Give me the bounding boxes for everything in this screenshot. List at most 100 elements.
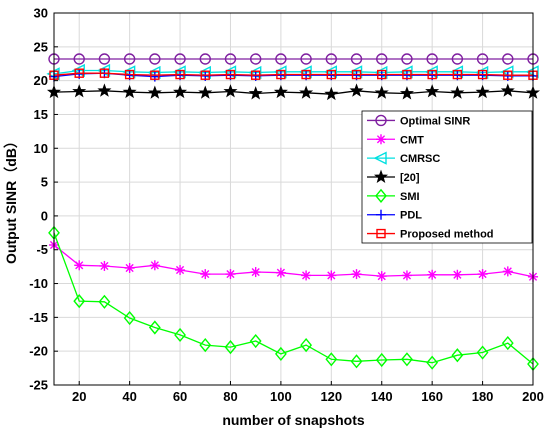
x-tick-label: 20 [72, 389, 86, 404]
data-point [427, 69, 437, 80]
data-point [476, 345, 489, 360]
data-point [124, 69, 135, 80]
data-point [452, 269, 463, 280]
data-point [200, 269, 211, 280]
data-point [249, 53, 262, 65]
legend-marker [376, 209, 386, 220]
data-point [401, 270, 412, 281]
data-point [425, 84, 440, 98]
data-point [149, 53, 161, 65]
data-point [377, 69, 387, 80]
data-point [374, 85, 389, 99]
data-point [376, 53, 388, 65]
data-point [375, 352, 388, 368]
series-line [53, 232, 534, 365]
x-tick-label: 200 [522, 389, 544, 404]
axis-ticks: 20 40 60 80 100 120 140 160 180 200-25-20-15-10-5… [29, 6, 544, 405]
data-point [451, 53, 464, 65]
series-1 [49, 239, 538, 282]
legend-marker [373, 151, 387, 165]
data-point [427, 269, 438, 280]
legend-marker [376, 228, 386, 239]
legend-label: Optimal SINR [400, 115, 470, 127]
data-point [223, 84, 238, 98]
x-tick-label: 140 [371, 389, 393, 404]
data-point [123, 53, 136, 65]
legend-label: CMRSC [400, 153, 440, 165]
legend-entry: PDL [367, 209, 422, 222]
x-tick-label: 60 [173, 389, 187, 404]
y-tick-label: -15 [29, 310, 48, 325]
data-point [501, 335, 514, 351]
x-tick-label: 40 [122, 389, 136, 404]
data-point [198, 85, 213, 99]
data-point [477, 269, 488, 280]
data-point [73, 294, 86, 309]
data-point [451, 348, 464, 363]
data-point [326, 69, 337, 80]
data-point [301, 270, 312, 281]
data-point [149, 260, 160, 271]
data-point [199, 53, 211, 65]
y-tick-label: -20 [29, 344, 48, 359]
legend: Optimal SINR CMT CMRSC [20] SMI PDL Proposed m… [361, 110, 533, 244]
series-0 [48, 53, 539, 65]
data-point [74, 260, 85, 271]
legend-label: SMI [400, 191, 420, 203]
legend-entry: SMI [367, 188, 420, 203]
data-point [275, 267, 286, 278]
legend-marker [373, 169, 389, 183]
legend-marker [375, 188, 387, 203]
data-point [476, 53, 489, 65]
data-point [99, 68, 110, 78]
y-tick-label: 15 [34, 107, 48, 122]
data-point [299, 85, 314, 99]
plot-frame [53, 12, 534, 386]
data-point [173, 84, 188, 99]
y-tick-label: -10 [29, 276, 48, 291]
series-3 [46, 83, 541, 101]
data-point [326, 270, 337, 281]
series-4 [48, 225, 539, 372]
data-point [502, 266, 513, 277]
y-tick-label: 0 [41, 208, 48, 223]
y-axis-label: Output SINR（dB） [3, 134, 19, 264]
y-tick-label: -5 [36, 242, 48, 257]
x-tick-label: 80 [223, 389, 237, 404]
data-point [276, 69, 286, 80]
data-point [324, 86, 339, 101]
data-point [174, 53, 186, 65]
legend-entry: Optimal SINR [367, 114, 470, 127]
data-point [97, 83, 112, 97]
y-tick-label: 30 [34, 6, 48, 21]
data-point [249, 333, 262, 349]
data-point [122, 84, 137, 99]
x-tick-label: 180 [472, 389, 494, 404]
data-point [475, 84, 490, 99]
legend-entry: [20] [367, 169, 420, 184]
data-point [123, 310, 136, 326]
data-point [200, 70, 210, 80]
data-point [351, 69, 362, 80]
data-point [224, 53, 237, 65]
data-point [98, 294, 111, 309]
data-point [325, 53, 338, 65]
data-point [273, 84, 288, 99]
data-point [401, 53, 413, 65]
data-point [325, 352, 338, 367]
data-point [250, 267, 261, 278]
data-point [477, 69, 488, 80]
y-tick-label: 25 [34, 39, 48, 54]
data-point [301, 69, 311, 80]
data-point [248, 86, 263, 100]
series-6 [49, 68, 538, 80]
data-point [148, 320, 161, 335]
x-tick-label: 160 [421, 389, 443, 404]
data-point [503, 70, 513, 80]
data-point [199, 338, 212, 353]
data-point [150, 70, 160, 80]
data-point [174, 327, 186, 343]
data-point [98, 53, 111, 65]
data-point [350, 354, 363, 369]
